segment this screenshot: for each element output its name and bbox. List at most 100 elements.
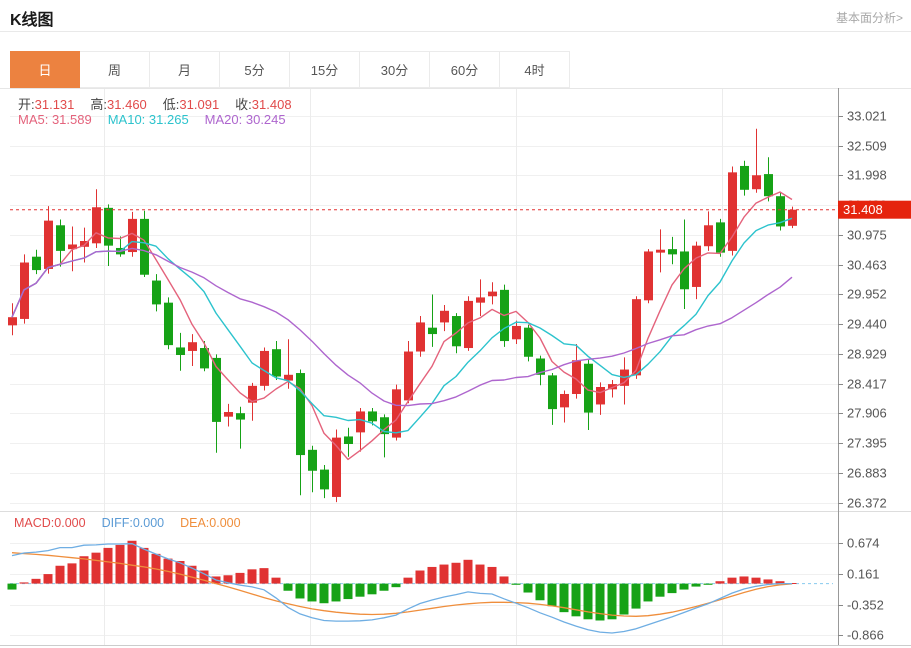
macd-hist-bar — [379, 583, 389, 591]
interval-tabs: 日周月 5分 15分 30分 60分 4时 — [10, 51, 570, 88]
diff-value: 0.000 — [132, 516, 165, 530]
candle-body — [284, 374, 293, 381]
macd-hist-bar — [319, 583, 329, 604]
tab-5min[interactable]: 5分 — [220, 51, 290, 88]
low-value: 31.091 — [179, 97, 220, 112]
macd-hist-bar — [523, 583, 533, 593]
candle-body — [404, 351, 413, 401]
candle-body — [464, 300, 473, 349]
dea-label: DEA: — [180, 516, 210, 530]
header-divider — [0, 31, 911, 32]
current-price-tag-value: 31.408 — [843, 202, 883, 217]
candle-body — [8, 317, 17, 326]
current-price-tag — [838, 200, 911, 219]
candle-body — [236, 413, 245, 420]
high-label: 高: — [90, 97, 108, 112]
candle-body — [176, 347, 185, 356]
macd-hist-bar — [223, 575, 233, 584]
candle-body — [644, 251, 653, 301]
ma10-label: MA10: — [107, 112, 146, 127]
macd-hist-bar — [103, 547, 113, 584]
candle-body — [416, 322, 425, 352]
y-axis-label: 29.952 — [847, 287, 887, 302]
y-axis-label: 27.906 — [847, 406, 887, 421]
candle-body — [524, 327, 533, 357]
candle-body — [428, 327, 437, 335]
macd-hist-bar — [55, 565, 65, 584]
macd-hist-bar — [115, 544, 125, 584]
macd-hist-bar — [7, 583, 17, 590]
macd-hist-bar — [607, 583, 617, 620]
macd-hist-bar — [187, 565, 197, 584]
macd-hist-bar — [247, 569, 257, 584]
macd-hist-bar — [751, 577, 761, 584]
tab-month[interactable]: 月 — [150, 51, 220, 88]
y-axis-label: 30.463 — [847, 258, 887, 273]
candle-body — [656, 249, 665, 253]
macd-hist-bar — [403, 577, 413, 584]
candle-body — [452, 316, 461, 347]
fundamental-analysis-link[interactable]: 基本面分析> — [835, 11, 903, 25]
candle-body — [752, 175, 761, 190]
candle-body — [344, 436, 353, 445]
candle-body — [200, 348, 209, 369]
diff-line — [11, 543, 792, 634]
macd-hist-bar — [259, 568, 269, 584]
candle-body — [68, 244, 77, 250]
macd-hist-bar — [355, 583, 365, 597]
candle-body — [32, 256, 41, 271]
macd-hist-bar — [703, 583, 713, 585]
macd-hist-bar — [727, 577, 737, 584]
candle-body — [776, 196, 785, 227]
ma5-value: 31.589 — [48, 112, 92, 127]
macd-hist-bar — [127, 540, 137, 584]
candle-body — [740, 165, 749, 190]
tab-15min[interactable]: 15分 — [290, 51, 360, 88]
macd-hist-bar — [475, 564, 485, 584]
y-axis-label: 28.929 — [847, 347, 887, 362]
tab-30min[interactable]: 30分 — [360, 51, 430, 88]
candle-body — [536, 358, 545, 375]
diff-label: DIFF: — [101, 516, 133, 530]
candle-body — [716, 222, 725, 253]
candle-body — [560, 393, 569, 408]
macd-hist-bar — [295, 583, 305, 599]
candle-body — [104, 207, 113, 246]
macd-hist-bar — [343, 583, 353, 600]
candle-body — [128, 218, 137, 253]
candle-body — [272, 349, 281, 377]
ma5-line — [11, 191, 793, 461]
macd-label: MACD: — [14, 516, 55, 530]
y-axis-label: 0.161 — [847, 567, 880, 582]
macd-hist-bar — [283, 583, 293, 591]
y-axis-label: 29.440 — [847, 317, 887, 332]
candle-body — [380, 417, 389, 435]
tab-4hour[interactable]: 4时 — [500, 51, 570, 88]
macd-hist-bar — [655, 583, 665, 597]
y-axis-label: 26.883 — [847, 466, 887, 481]
y-axis-label: 26.372 — [847, 496, 887, 511]
ma20-value: 30.245 — [242, 112, 286, 127]
ma5-label: MA5: — [18, 112, 49, 127]
macd-hist-bar — [667, 583, 677, 594]
candle-body — [260, 350, 269, 386]
macd-hist-bar — [583, 583, 593, 620]
candle-body — [668, 249, 677, 255]
candle-body — [392, 389, 401, 438]
macd-hist-bar — [547, 583, 557, 607]
tab-60min[interactable]: 60分 — [430, 51, 500, 88]
macd-hist-bar — [67, 563, 77, 584]
macd-hist-bar — [391, 583, 401, 588]
candle-body — [512, 325, 521, 340]
macd-hist-bar — [367, 583, 377, 595]
macd-hist-bar — [499, 576, 509, 584]
macd-hist-bar — [739, 576, 749, 584]
page-title: K线图 — [10, 12, 54, 29]
tab-week[interactable]: 周 — [80, 51, 150, 88]
macd-hist-bar — [559, 583, 569, 613]
candle-body — [164, 302, 173, 346]
tab-day[interactable]: 日 — [10, 51, 80, 88]
macd-hist-bar — [679, 583, 689, 590]
